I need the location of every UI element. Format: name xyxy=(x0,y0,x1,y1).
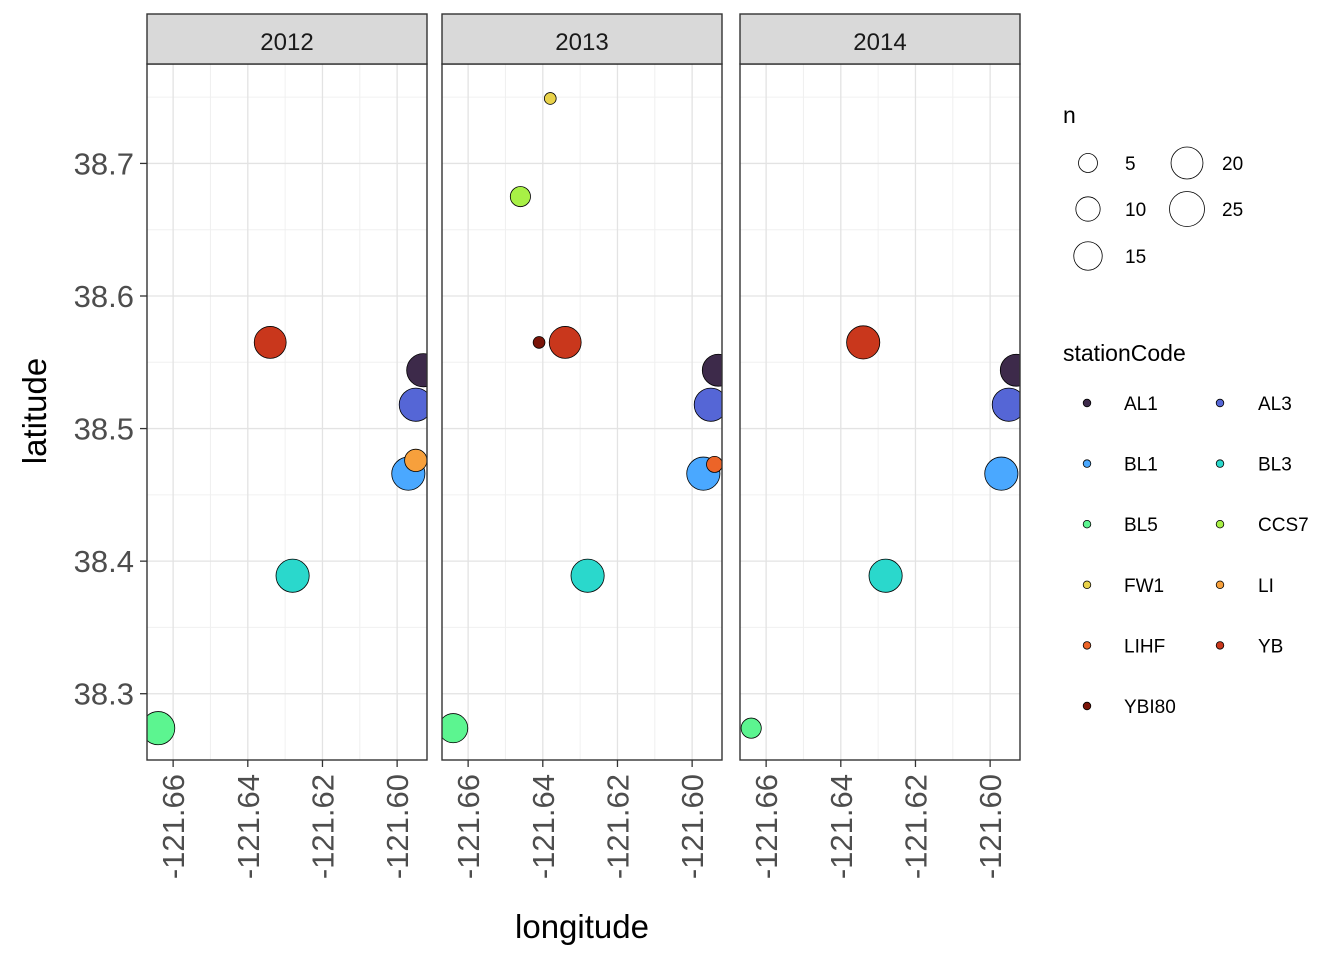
x-tick-label: -121.64 xyxy=(231,774,266,879)
size-legend: n 5 10 15 20 25 xyxy=(1063,102,1243,271)
panel-background xyxy=(147,64,427,760)
point-2012-AL3 xyxy=(398,387,427,422)
color-label-BL3: BL3 xyxy=(1258,455,1292,476)
size-key-5 xyxy=(1078,153,1098,173)
x-tick-label: -121.66 xyxy=(451,774,486,879)
size-key-25 xyxy=(1169,191,1205,227)
point-2013-YBI80 xyxy=(532,336,546,349)
color-label-AL3: AL3 xyxy=(1258,394,1292,415)
y-tick-label: 38.5 xyxy=(74,412,134,447)
color-key-FW1 xyxy=(1082,580,1092,589)
color-key-BL3 xyxy=(1215,459,1225,468)
x-tick-label: -121.62 xyxy=(305,774,340,879)
size-legend-title: n xyxy=(1063,102,1076,128)
color-key-CCS7 xyxy=(1215,520,1225,529)
point-2014-BL5 xyxy=(740,717,762,739)
size-key-20 xyxy=(1170,146,1204,180)
facet-strip xyxy=(146,13,428,65)
size-label-20: 20 xyxy=(1222,154,1243,175)
color-label-YB: YB xyxy=(1258,636,1283,657)
color-label-YBI80: YBI80 xyxy=(1124,697,1176,718)
point-2013-LIHF xyxy=(706,455,722,473)
y-tick-label: 38.3 xyxy=(74,677,134,712)
panel-background xyxy=(442,64,722,760)
color-key-BL5 xyxy=(1082,520,1092,529)
panel-2014: 2014 xyxy=(739,13,1021,761)
size-key-10 xyxy=(1075,196,1101,222)
color-label-FW1: FW1 xyxy=(1124,576,1164,597)
color-label-LI: LI xyxy=(1258,576,1274,597)
color-label-AL1: AL1 xyxy=(1124,394,1158,415)
facet-strip xyxy=(441,13,723,65)
color-key-BL1 xyxy=(1082,459,1092,468)
y-tick-label: 38.7 xyxy=(74,146,134,181)
point-2013-AL1 xyxy=(701,353,722,387)
point-2014-AL1 xyxy=(999,353,1020,387)
legend-layer: n 5 10 15 20 25 stationCode AL1 AL3 BL1 BL3 BL5 CCS7… xyxy=(1063,102,1309,718)
x-tick-label: -121.66 xyxy=(156,774,191,879)
color-legend: stationCode AL1 AL3 BL1 BL3 BL5 CCS7 FW1 LI LIHF Y… xyxy=(1063,340,1309,718)
facet-strip xyxy=(739,13,1021,65)
point-2013-YB xyxy=(548,326,582,359)
point-2014-YB xyxy=(846,325,881,360)
color-label-LIHF: LIHF xyxy=(1124,636,1165,657)
size-label-15: 15 xyxy=(1125,247,1146,268)
color-key-LI xyxy=(1215,580,1225,589)
facet-label: 2013 xyxy=(555,29,608,56)
x-tick-label: -121.60 xyxy=(973,774,1008,879)
point-2013-BL5 xyxy=(442,713,469,744)
y-tick-label: 38.6 xyxy=(74,279,134,314)
color-key-AL1 xyxy=(1082,398,1092,408)
panels-layer: 2012 2013 2014 xyxy=(146,13,1021,761)
color-legend-title: stationCode xyxy=(1063,340,1186,366)
color-label-BL1: BL1 xyxy=(1124,455,1158,476)
facet-label: 2014 xyxy=(853,29,906,56)
size-label-5: 5 xyxy=(1125,154,1136,175)
point-2013-CCS7 xyxy=(509,186,531,208)
color-label-CCS7: CCS7 xyxy=(1258,515,1309,536)
point-2012-BL3 xyxy=(275,558,310,593)
x-tick-label: -121.62 xyxy=(600,774,635,879)
color-key-YBI80 xyxy=(1082,701,1092,711)
color-key-YB xyxy=(1215,641,1225,650)
points-2014 xyxy=(740,325,1020,739)
point-2014-BL3 xyxy=(868,558,903,593)
point-2013-AL3 xyxy=(693,387,722,422)
point-2014-BL1 xyxy=(984,456,1019,491)
x-tick-label: -121.64 xyxy=(526,774,561,879)
x-tick-label: -121.60 xyxy=(380,774,415,879)
size-key-15 xyxy=(1073,241,1103,271)
size-label-25: 25 xyxy=(1222,200,1243,221)
x-tick-label: -121.62 xyxy=(898,774,933,879)
panel-background xyxy=(740,64,1020,760)
axes-layer: -121.66 -121.64 -121.62 -121.60 -121.66 -121.… xyxy=(74,146,1008,879)
point-2014-AL3 xyxy=(991,387,1020,422)
y-axis-label: latitude xyxy=(16,358,53,464)
x-tick-label: -121.60 xyxy=(675,774,710,879)
x-tick-label: -121.64 xyxy=(824,774,859,879)
color-label-BL5: BL5 xyxy=(1124,515,1158,536)
size-label-10: 10 xyxy=(1125,200,1146,221)
y-tick-label: 38.4 xyxy=(74,544,134,579)
panel-2012: 2012 xyxy=(146,13,428,761)
facet-label: 2012 xyxy=(260,29,313,56)
point-2013-BL3 xyxy=(570,558,605,593)
point-2012-YB xyxy=(253,326,287,359)
x-axis-label: longitude xyxy=(515,908,649,945)
point-2012-AL1 xyxy=(406,353,427,388)
x-tick-label: -121.66 xyxy=(749,774,784,879)
points-2013 xyxy=(442,92,722,744)
color-key-LIHF xyxy=(1082,641,1092,650)
point-2013-FW1 xyxy=(543,92,557,105)
points-2012 xyxy=(147,326,427,746)
point-2012-BL5 xyxy=(147,711,176,746)
panel-2013: 2013 xyxy=(441,13,723,761)
color-key-AL3 xyxy=(1215,398,1225,408)
point-2012-LI xyxy=(404,448,427,472)
